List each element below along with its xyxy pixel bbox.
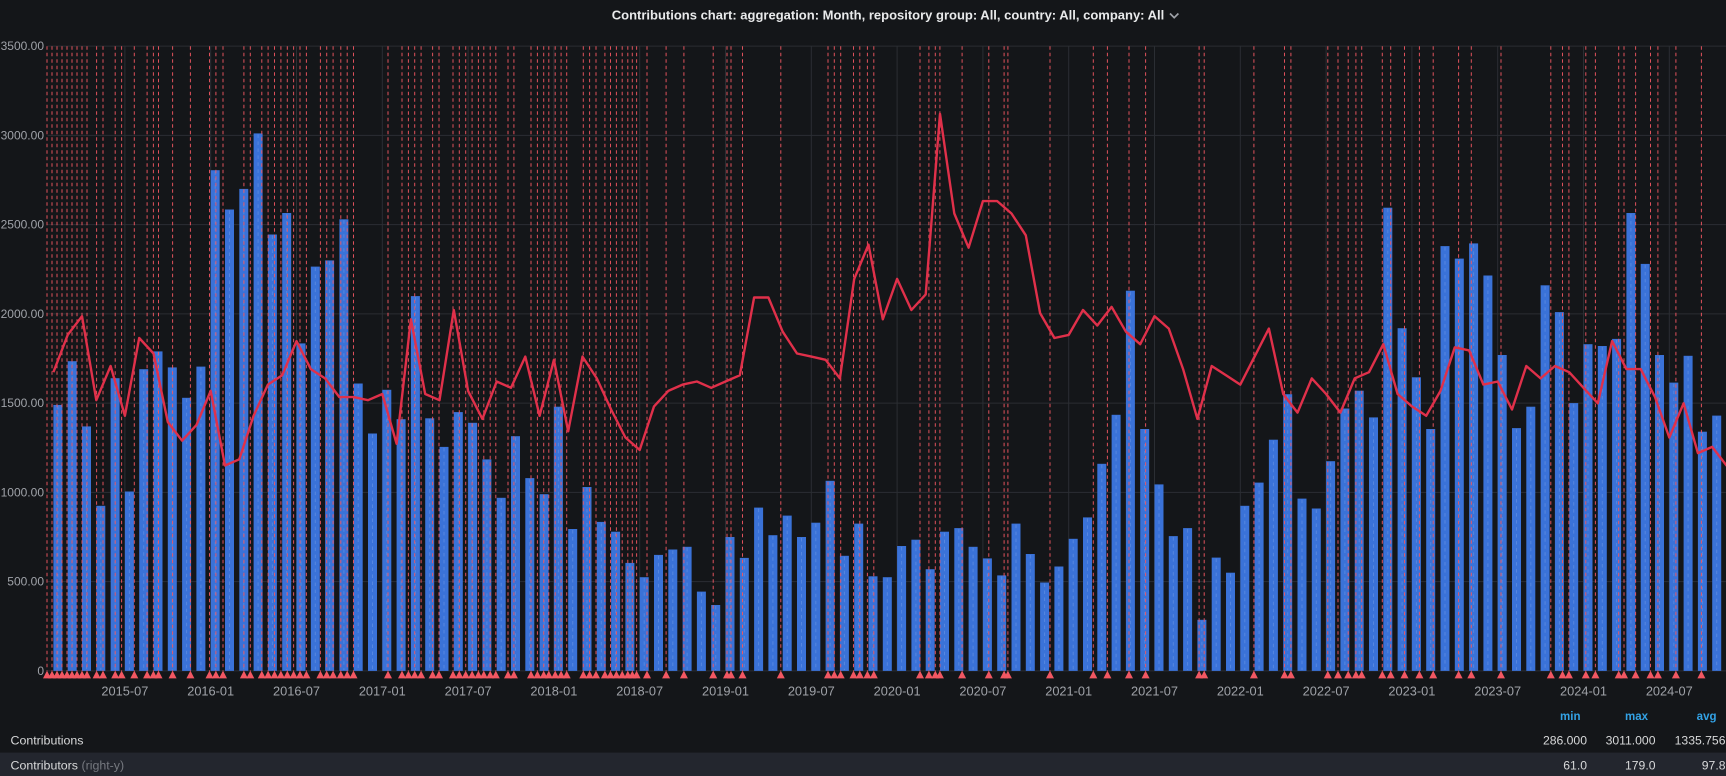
- svg-text:Contributions: Contributions: [11, 734, 84, 748]
- svg-text:2016-07: 2016-07: [273, 684, 320, 699]
- svg-text:3000.00: 3000.00: [1, 128, 45, 142]
- svg-text:61.0: 61.0: [1563, 759, 1587, 773]
- svg-text:1335.756: 1335.756: [1675, 734, 1726, 748]
- svg-text:Contributors (right-y): Contributors (right-y): [11, 759, 125, 773]
- svg-text:2017-07: 2017-07: [445, 684, 492, 699]
- svg-text:500.00: 500.00: [7, 575, 44, 589]
- svg-text:2015-07: 2015-07: [101, 684, 148, 699]
- svg-text:2018-07: 2018-07: [616, 684, 663, 699]
- svg-text:min: min: [1560, 711, 1580, 723]
- svg-text:2017-01: 2017-01: [359, 684, 406, 699]
- svg-text:97.8: 97.8: [1702, 759, 1726, 773]
- svg-text:2019-01: 2019-01: [702, 684, 749, 699]
- svg-text:2021-01: 2021-01: [1045, 684, 1092, 699]
- svg-text:3500.00: 3500.00: [1, 39, 45, 53]
- svg-text:2016-01: 2016-01: [187, 684, 234, 699]
- svg-text:2000.00: 2000.00: [1, 307, 45, 321]
- svg-text:3011.000: 3011.000: [1606, 734, 1656, 748]
- svg-text:Contributions chart: aggregati: Contributions chart: aggregation: Month,…: [612, 8, 1165, 23]
- svg-text:286.000: 286.000: [1543, 734, 1587, 748]
- svg-text:2500.00: 2500.00: [1, 218, 45, 232]
- svg-text:2021-07: 2021-07: [1131, 684, 1178, 699]
- svg-text:0: 0: [37, 664, 44, 678]
- svg-text:2020-01: 2020-01: [874, 684, 921, 699]
- svg-text:2022-01: 2022-01: [1217, 684, 1264, 699]
- svg-text:avg: avg: [1697, 711, 1717, 723]
- svg-text:179.0: 179.0: [1625, 759, 1656, 773]
- svg-text:2023-01: 2023-01: [1388, 684, 1435, 699]
- svg-text:2023-07: 2023-07: [1474, 684, 1521, 699]
- svg-text:2024-07: 2024-07: [1646, 684, 1693, 699]
- svg-text:max: max: [1625, 711, 1649, 723]
- svg-text:2020-07: 2020-07: [959, 684, 1006, 699]
- svg-text:2024-01: 2024-01: [1560, 684, 1607, 699]
- svg-text:2018-01: 2018-01: [530, 684, 577, 699]
- svg-text:1000.00: 1000.00: [1, 485, 45, 499]
- svg-text:2022-07: 2022-07: [1303, 684, 1350, 699]
- svg-text:2019-07: 2019-07: [788, 684, 835, 699]
- svg-text:1500.00: 1500.00: [1, 396, 45, 410]
